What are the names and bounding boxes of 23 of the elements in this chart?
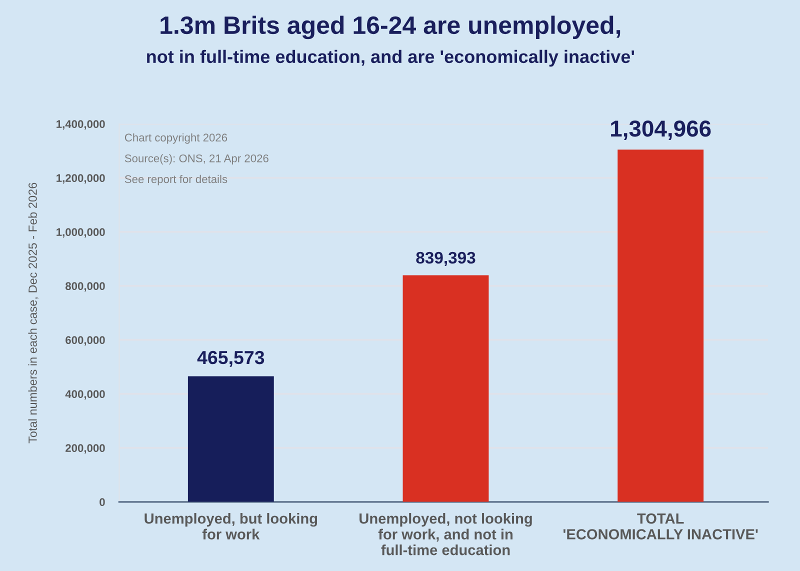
- y-tick-label: 0: [100, 498, 105, 506]
- data-label: 1,304,966: [611, 120, 711, 140]
- chart-subtitle: not in full-time education, and are 'economically inactive': [147, 50, 634, 67]
- chart-title: 1.3m Brits aged 16-24 are unemployed,: [160, 16, 620, 40]
- bar: [402, 275, 489, 502]
- y-tick-label: 400,000: [65, 390, 105, 400]
- y-tick-label: 1,200,000: [56, 174, 105, 184]
- y-axis-title: Total numbers in each case, Dec 2025 - Feb 2026: [28, 182, 38, 444]
- data-label: 465,573: [197, 350, 264, 367]
- y-tick-label: 1,400,000: [56, 120, 105, 130]
- bar: [618, 150, 704, 502]
- annotation: Chart copyright 2026: [124, 133, 228, 144]
- annotation: Source(s): ONS, 21 Apr 2026: [124, 154, 268, 165]
- x-tick-label: Unemployed, not looking for work, and not in full-time education: [360, 513, 532, 556]
- y-tick-label: 200,000: [66, 444, 105, 454]
- bar: [188, 376, 274, 502]
- x-tick-label: Unemployed, but looking for work: [144, 513, 318, 540]
- y-tick-label: 800,000: [66, 282, 105, 292]
- data-label: 839,393: [416, 252, 476, 266]
- y-tick-label: 600,000: [66, 336, 105, 346]
- x-tick-label: TOTAL 'ECONOMICALLY INACTIVE': [563, 513, 758, 540]
- y-tick-label: 1,000,000: [56, 228, 105, 238]
- annotation: See report for details: [124, 174, 228, 186]
